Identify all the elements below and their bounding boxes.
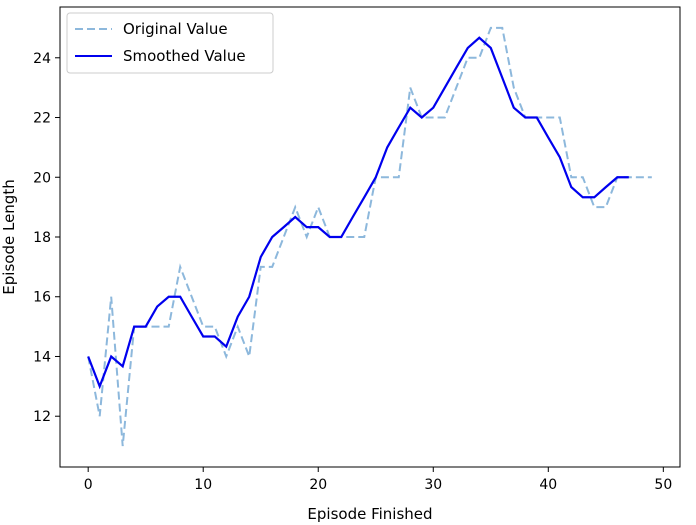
x-tick-label: 40 <box>539 477 557 493</box>
y-tick-label: 14 <box>33 349 51 365</box>
legend-label-0: Original Value <box>123 20 228 38</box>
legend-label-1: Smoothed Value <box>123 47 246 65</box>
legend-box <box>66 12 274 74</box>
x-tick-label: 0 <box>84 477 93 493</box>
plot-frame <box>59 6 681 468</box>
y-axis-label: Episode Length <box>0 179 18 294</box>
x-axis-label: Episode Finished <box>307 505 432 523</box>
y-tick-label: 18 <box>33 230 51 246</box>
series-line-0 <box>87 26 652 447</box>
y-tick-label: 12 <box>33 409 51 425</box>
x-tick-label: 30 <box>424 477 442 493</box>
y-tick-label: 24 <box>33 51 51 67</box>
x-tick-label: 50 <box>654 477 672 493</box>
x-tick-label: 20 <box>309 477 327 493</box>
y-axis-ticks: 12 14 16 18 20 22 24 <box>33 51 60 425</box>
x-tick-label: 10 <box>194 477 212 493</box>
plot-lines <box>87 26 652 447</box>
y-tick-label: 16 <box>33 290 51 306</box>
series-line-1 <box>87 36 629 390</box>
y-tick-label: 20 <box>33 170 51 186</box>
y-tick-label: 22 <box>33 111 51 127</box>
legend: Original Value Smoothed Value <box>66 12 274 74</box>
x-axis-ticks: 0 10 20 30 40 50 <box>84 467 672 493</box>
